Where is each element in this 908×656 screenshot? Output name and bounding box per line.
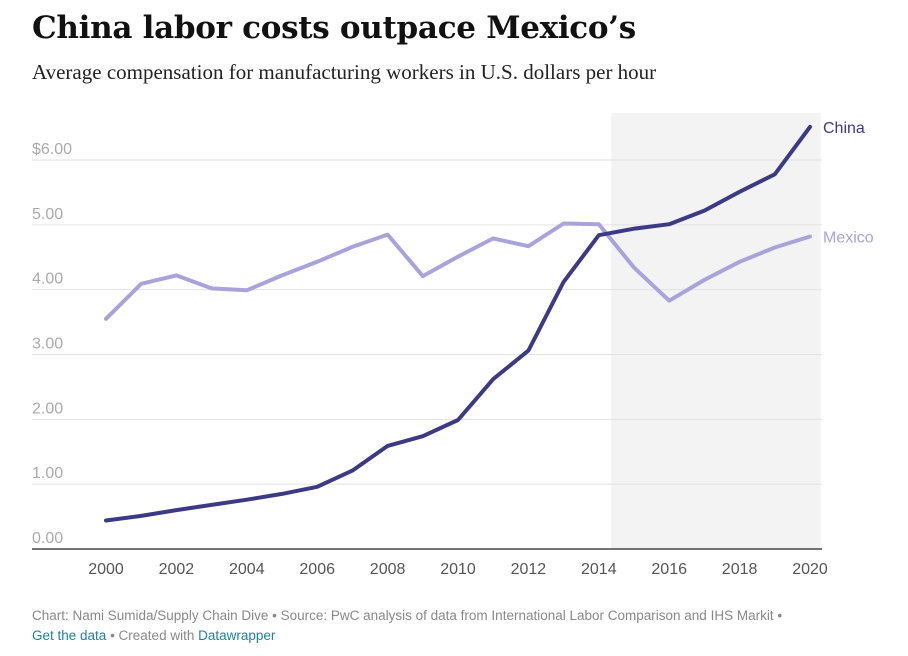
footer-separator: • [773,608,783,623]
y-tick-label: 4.00 [32,271,63,288]
series-line-china [104,124,812,523]
x-tick-label: 2000 [88,561,124,578]
chart-title: China labor costs outpace Mexico’s [32,10,636,46]
y-tick-label: 1.00 [32,465,63,482]
y-tick-label: 0.00 [32,530,63,547]
series-label-china: China [823,120,865,137]
series-line-mexico [104,221,812,321]
shaded-period [611,113,821,549]
source-text: Source: PwC analysis of data from Intern… [280,608,774,623]
datawrapper-link[interactable]: Datawrapper [198,628,276,643]
y-tick-label: $6.00 [32,141,72,158]
footer-separator: • [106,628,119,643]
x-tick-label: 2006 [299,561,335,578]
x-tick-label: 2008 [370,561,406,578]
gridlines [32,159,822,550]
footer-separator: • [268,608,281,623]
series-end-labels: Mexico China [823,120,874,247]
credit-text: Chart: Nami Sumida/Supply Chain Dive [32,608,269,623]
y-tick-label: 5.00 [32,206,63,223]
line-chart: 0.001.002.003.004.005.00$6.00 2000 2002 20… [32,113,874,578]
y-tick-label: 3.00 [32,336,63,353]
x-tick-label: 2016 [651,561,687,578]
x-tick-label: 2010 [440,561,476,578]
get-the-data-link[interactable]: Get the data [32,628,107,643]
x-tick-label: 2014 [581,561,617,578]
x-tick-label: 2004 [229,561,265,578]
y-axis-tick-labels: 0.00 1.00 2.00 3.00 4.00 5.00 $6.00 [32,141,72,547]
x-tick-label: 2002 [159,561,195,578]
series-label-mexico: Mexico [823,230,874,247]
x-tick-label: 2012 [511,561,547,578]
created-with-text: Created with [118,628,195,643]
shaded-region-layer [611,113,821,549]
y-tick-label: 2.00 [32,400,63,417]
x-axis-tick-labels: 2000 2002 2004 2006 2008 2010 2012 2014 2016 2018… [88,561,828,578]
x-tick-label: 2020 [792,561,828,578]
chart-footer: Chart: Nami Sumida/Supply Chain Dive • S… [32,606,892,646]
x-tick-label: 2018 [722,561,758,578]
chart-subtitle: Average compensation for manufacturing w… [32,60,657,84]
series-lines [104,124,812,523]
